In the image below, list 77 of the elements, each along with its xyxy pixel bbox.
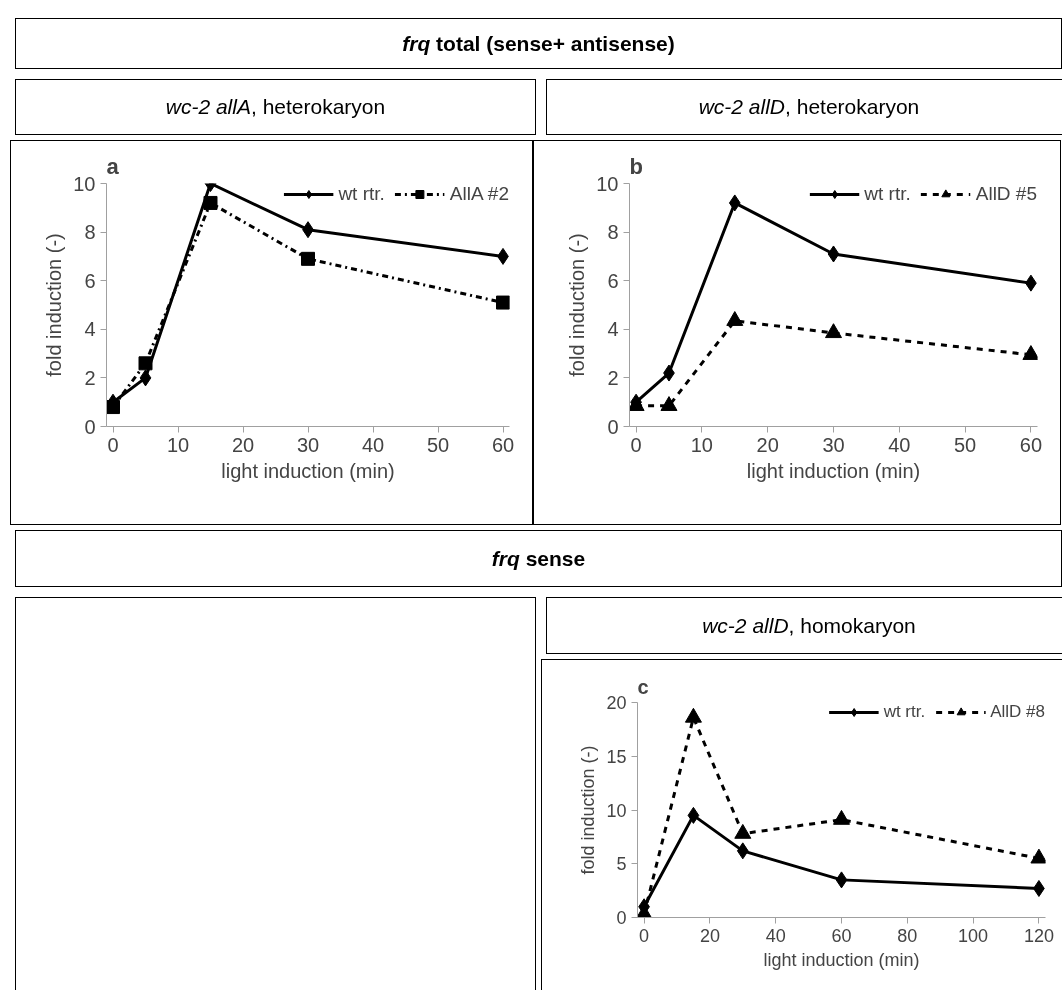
x-tick-label: 20 xyxy=(756,433,779,456)
y-tick-label: 0 xyxy=(607,415,619,438)
point xyxy=(687,806,700,824)
point xyxy=(1030,848,1046,864)
point xyxy=(1022,345,1038,360)
x-tick-label: 30 xyxy=(822,433,845,456)
table-cell-text: wc-2 allD, homokaryon xyxy=(701,613,917,639)
x-tick-label: 20 xyxy=(699,925,720,946)
x-axis-title: light induction (min) xyxy=(746,459,921,482)
x-tick-label: 40 xyxy=(361,433,385,456)
y-tick-label: 20 xyxy=(606,693,627,713)
text: c xyxy=(637,675,649,698)
point xyxy=(734,823,752,839)
point xyxy=(827,245,840,263)
x-tick-label: 0 xyxy=(639,925,650,946)
y-tick-label: 0 xyxy=(616,908,627,928)
y-tick-label: 6 xyxy=(607,269,619,292)
text: b xyxy=(629,153,643,179)
y-axis-title: fold induction (-) xyxy=(578,745,599,875)
legend-label: AllD #8 xyxy=(990,702,1045,722)
point xyxy=(203,195,218,210)
legend-label: wt rtr. xyxy=(864,183,911,205)
y-tick-label: 2 xyxy=(607,366,619,389)
x-tick-label: 20 xyxy=(231,433,255,456)
y-tick-label: 10 xyxy=(73,172,96,195)
y-tick-label: 5 xyxy=(616,854,627,875)
x-tick-label: 10 xyxy=(166,433,190,456)
x-tick-label: 60 xyxy=(491,433,515,456)
point xyxy=(138,356,153,371)
y-tick-label: 8 xyxy=(84,221,96,244)
y-axis-title: fold induction (-) xyxy=(566,233,589,377)
table-cell-text: wc-2 allA, heterokaryon xyxy=(164,94,387,120)
table-cell-text: wc-2 allD, heterokaryon xyxy=(697,94,921,120)
point xyxy=(728,194,741,212)
x-axis-title: light induction (min) xyxy=(221,459,395,482)
point xyxy=(835,871,848,889)
x-tick-label: 30 xyxy=(296,433,320,456)
legend-label: AllD #5 xyxy=(975,183,1037,205)
x-tick-label: 40 xyxy=(888,433,911,456)
y-tick-label: 15 xyxy=(606,746,627,767)
point xyxy=(106,400,120,415)
x-tick-label: 80 xyxy=(897,925,918,946)
point xyxy=(684,707,702,723)
point xyxy=(825,323,842,339)
y-tick-label: 0 xyxy=(84,415,96,438)
x-tick-label: 10 xyxy=(690,433,714,456)
point xyxy=(139,369,152,387)
table-cell-text: frq sense xyxy=(490,546,587,572)
point xyxy=(833,809,850,825)
point xyxy=(660,396,678,411)
x-tick-label: 0 xyxy=(107,433,119,456)
x-tick-label: 60 xyxy=(1019,433,1043,456)
legend-label: wt rtr. xyxy=(338,183,385,205)
y-tick-label: 10 xyxy=(606,800,627,821)
y-tick-label: 6 xyxy=(84,269,96,292)
x-tick-label: 100 xyxy=(958,925,989,946)
x-tick-label: 120 xyxy=(1023,925,1054,946)
x-tick-label: 50 xyxy=(426,433,450,456)
point xyxy=(496,295,510,310)
legend-label: wt rtr. xyxy=(883,702,926,722)
y-axis-title: fold induction (-) xyxy=(43,233,66,377)
text: a xyxy=(106,153,120,179)
x-tick-label: 60 xyxy=(831,925,852,946)
legend-label: AllA #2 xyxy=(449,183,509,205)
point xyxy=(726,311,744,326)
y-tick-label: 4 xyxy=(84,318,96,341)
x-tick-label: 40 xyxy=(765,925,786,946)
x-tick-label: 0 xyxy=(630,433,642,456)
y-tick-label: 8 xyxy=(607,221,619,244)
y-tick-label: 10 xyxy=(596,172,619,195)
point xyxy=(736,842,749,860)
y-tick-label: 2 xyxy=(84,366,96,389)
x-axis-title: light induction (min) xyxy=(763,949,920,970)
point xyxy=(301,251,315,266)
table-cell-text: frq total (sense+ antisense) xyxy=(401,31,676,57)
x-tick-label: 50 xyxy=(953,433,977,456)
y-tick-label: 4 xyxy=(607,318,619,341)
